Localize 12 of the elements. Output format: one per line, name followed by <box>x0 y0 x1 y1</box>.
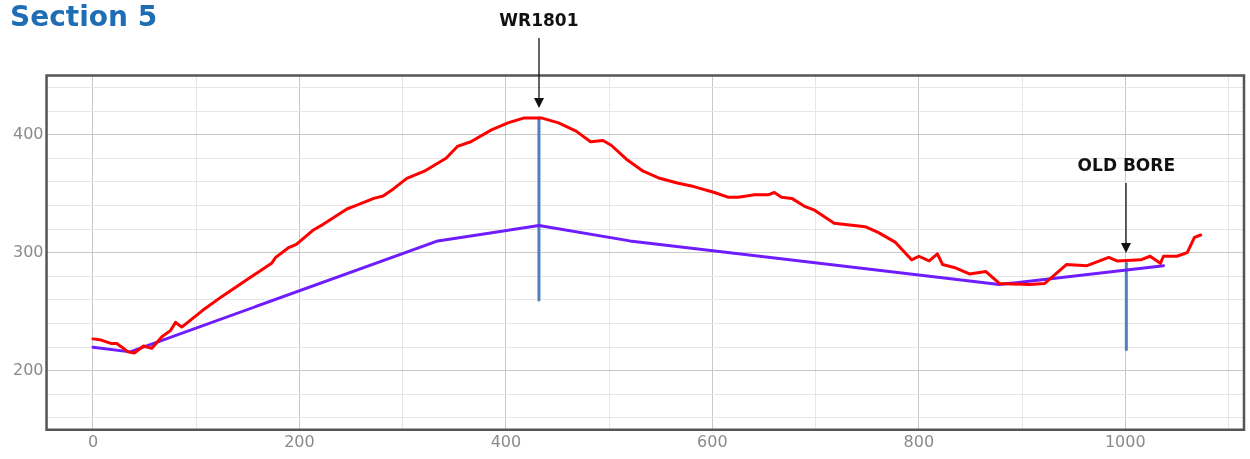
text: WR1801 <box>499 10 579 31</box>
x-tick-label: 600 <box>697 431 728 451</box>
annotation: OLD BORE <box>1077 155 1176 176</box>
x-tick-label: 400 <box>490 431 522 451</box>
y-tick-label: 400 <box>12 123 44 143</box>
y-tick-label: 300 <box>12 241 44 261</box>
chart-title: Section 5 <box>10 0 158 34</box>
x-tick-label: 0 <box>87 431 99 451</box>
y-tick-label: 200 <box>12 359 44 379</box>
x-tick-label: 1000 <box>1104 431 1146 451</box>
x-tick-label: 200 <box>284 431 315 451</box>
x-tick-label: 800 <box>903 431 935 451</box>
